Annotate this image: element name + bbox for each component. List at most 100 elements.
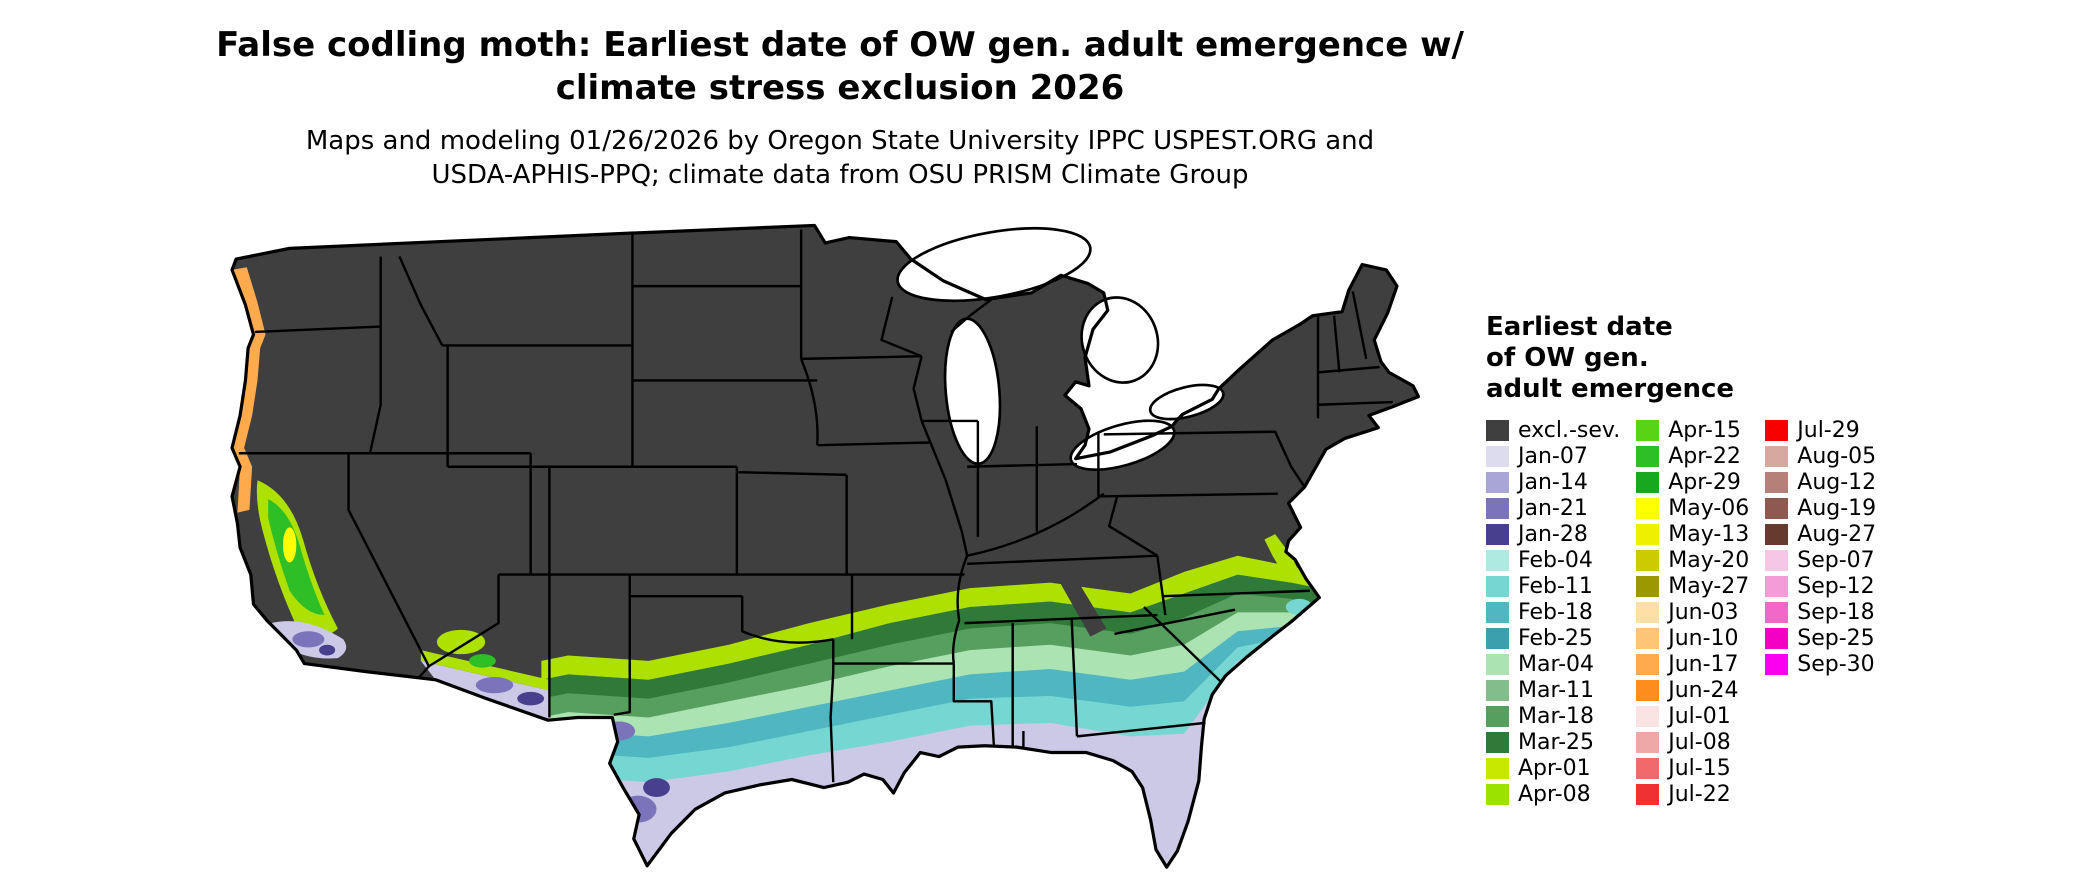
legend-label: Jul-08 [1668,729,1731,755]
figure-title-line2: climate stress exclusion 2026 [555,68,1125,108]
legend-entry: May-06 [1636,495,1749,521]
legend-label: Sep-07 [1797,547,1875,573]
figure-title-line1: False codling moth: Earliest date of OW … [216,25,1464,65]
legend-label: Jun-24 [1668,677,1739,703]
us-map [220,216,1476,886]
legend-title-line2: of OW gen. [1486,343,1649,373]
legend-entry: Jan-14 [1486,469,1620,495]
legend-label: May-13 [1668,521,1750,547]
legend-swatch [1765,653,1789,675]
legend-label: Sep-12 [1797,573,1875,599]
legend-swatch [1636,445,1660,467]
legend-swatch [1486,549,1509,571]
legend-entry: Apr-01 [1486,755,1620,781]
legend-entry: Jul-08 [1636,729,1749,755]
legend-column-1: excl.-sev. Jan-07 Jan-14 Jan-21 Jan-28 Feb-04… [1486,417,1620,807]
us-map-svg [230,223,1421,869]
legend-entry: Jul-22 [1636,781,1749,807]
legend-entry: Jan-07 [1486,443,1620,469]
patch-purple-blob [517,691,545,706]
lake-ontario-shape [1148,383,1225,421]
legend-entry: Feb-04 [1486,547,1620,573]
legend-entry: Mar-04 [1486,651,1620,677]
legend: Earliest date of OW gen. adult emergence… [1486,312,2066,807]
legend-entry: May-27 [1636,573,1749,599]
legend-entry: May-13 [1636,521,1749,547]
legend-label: Feb-04 [1518,547,1593,573]
legend-label: May-06 [1668,495,1750,521]
figure-title: False codling moth: Earliest date of OW … [210,24,1470,110]
legend-entry: Mar-18 [1486,703,1620,729]
legend-entry: Jul-29 [1765,417,1876,443]
legend-swatch [1636,497,1660,519]
legend-label: Jul-29 [1797,417,1860,443]
legend-entry: Aug-19 [1765,495,1876,521]
legend-entry: Jun-03 [1636,599,1749,625]
legend-entry: Sep-12 [1765,573,1876,599]
legend-label: Jun-03 [1668,599,1739,625]
legend-label: Mar-18 [1518,703,1595,729]
legend-swatch [1636,523,1660,545]
legend-entry: Mar-25 [1486,729,1620,755]
legend-entry: Sep-18 [1765,599,1876,625]
legend-entry: Aug-12 [1765,469,1876,495]
patch-purple-blob [643,778,670,798]
legend-label: Aug-27 [1797,521,1877,547]
legend-swatch [1486,679,1509,701]
legend-label: Jan-07 [1518,443,1588,469]
legend-swatch [1765,445,1789,467]
legend-swatch [1636,549,1660,571]
legend-label: May-27 [1668,573,1750,599]
legend-title: Earliest date of OW gen. adult emergence [1486,312,2066,405]
legend-entry: Feb-11 [1486,573,1620,599]
legend-entry: Aug-05 [1765,443,1876,469]
patch-california-valley-green [268,499,325,616]
patch-socal-purple [319,644,336,656]
legend-entry: Apr-15 [1636,417,1749,443]
legend-swatch [1636,471,1660,493]
legend-swatch [1486,627,1509,649]
legend-label: Sep-25 [1797,625,1875,651]
legend-entry: Feb-25 [1486,625,1620,651]
legend-columns: excl.-sev. Jan-07 Jan-14 Jan-21 Jan-28 Feb-04… [1486,417,2066,807]
legend-label: Jul-01 [1668,703,1731,729]
patch-purple-blob [602,721,636,741]
legend-swatch [1765,601,1789,623]
patch-pacific-coast-orange [232,267,266,513]
legend-column-3: Jul-29 Aug-05 Aug-12 Aug-19 Aug-27 Sep-07 Sep-… [1765,417,1876,677]
legend-swatch [1486,731,1509,753]
legend-entry: Jun-17 [1636,651,1749,677]
legend-label: Apr-01 [1518,755,1591,781]
legend-swatch [1486,471,1509,493]
legend-entry: Apr-29 [1636,469,1749,495]
legend-label: Jun-17 [1668,651,1739,677]
legend-entry: Jan-28 [1486,521,1620,547]
legend-label: May-20 [1668,547,1750,573]
legend-label: Sep-30 [1797,651,1875,677]
legend-swatch [1636,705,1660,727]
legend-entry: Sep-07 [1765,547,1876,573]
legend-swatch [1636,601,1660,623]
legend-label: Feb-18 [1518,599,1593,625]
legend-entry: Jul-01 [1636,703,1749,729]
legend-entry: Mar-11 [1486,677,1620,703]
legend-entry: Apr-08 [1486,781,1620,807]
legend-label: Feb-25 [1518,625,1593,651]
legend-swatch [1765,523,1789,545]
legend-label: Sep-18 [1797,599,1875,625]
legend-swatch [1636,653,1660,675]
legend-entry: Aug-27 [1765,521,1876,547]
legend-swatch [1636,627,1660,649]
legend-label: Aug-05 [1797,443,1877,469]
legend-swatch [1486,445,1509,467]
legend-label: Jun-10 [1668,625,1739,651]
legend-swatch [1486,575,1509,597]
legend-label: Jan-28 [1518,521,1588,547]
patch-socal-purple [292,631,325,648]
legend-label: Apr-29 [1668,469,1741,495]
legend-label: Mar-11 [1518,677,1595,703]
legend-swatch [1636,679,1660,701]
legend-label: Jan-14 [1518,469,1588,495]
legend-column-2: Apr-15 Apr-22 Apr-29 May-06 May-13 May-20 May-… [1636,417,1749,807]
